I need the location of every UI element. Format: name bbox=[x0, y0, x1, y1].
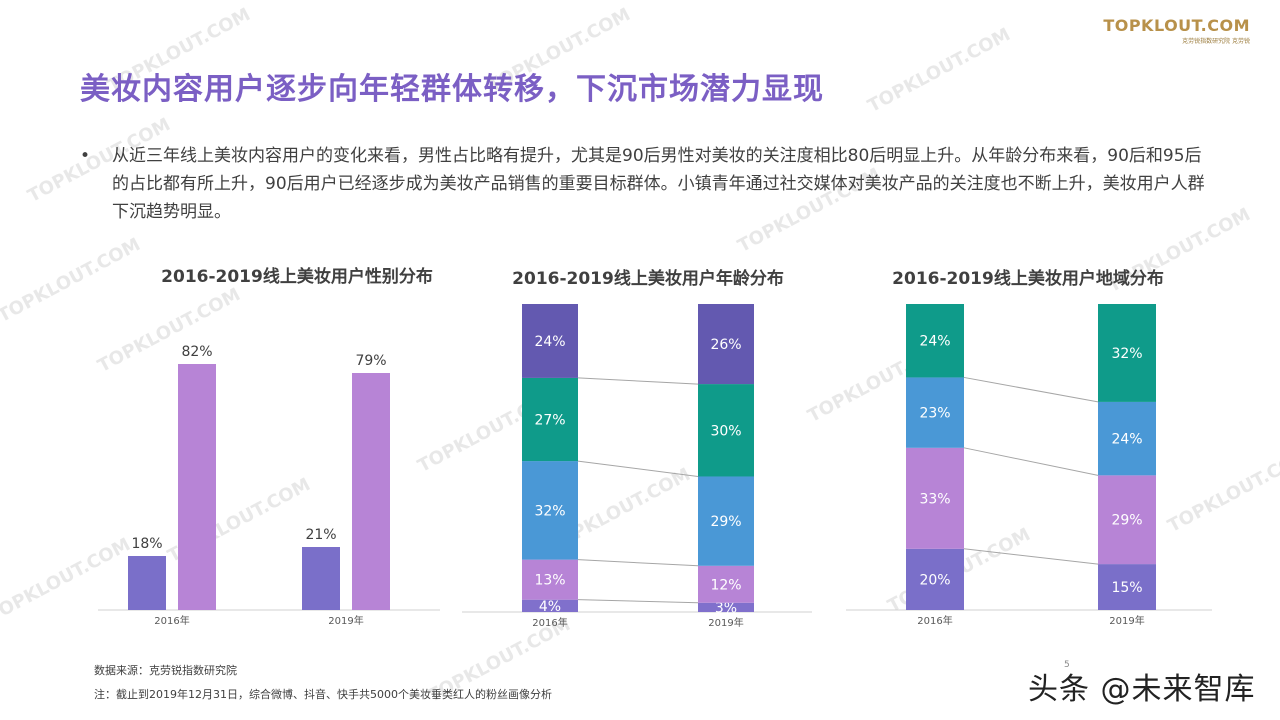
age-segment bbox=[698, 565, 754, 603]
age-connector-line bbox=[577, 460, 699, 477]
age-data-label: 26% bbox=[710, 337, 741, 353]
region-segment bbox=[906, 304, 964, 378]
footnote: 注：截止到2019年12月31日，综合微博、抖音、快手共5000个美妆垂类红人的… bbox=[94, 688, 552, 701]
page-title: 美妆内容用户逐步向年轻群体转移，下沉市场潜力显现 bbox=[80, 72, 824, 107]
age-data-label: 29% bbox=[710, 514, 741, 530]
summary-bullet: • 从近三年线上美妆内容用户的变化来看，男性占比略有提升，尤其是90后男性对美妆… bbox=[80, 142, 1210, 226]
gender-data-label: 82% bbox=[181, 344, 212, 360]
gender-data-label: 79% bbox=[355, 353, 386, 369]
age-data-label: 30% bbox=[710, 423, 741, 439]
age-data-label: 3% bbox=[715, 600, 737, 616]
region-connector-line bbox=[963, 548, 1099, 565]
age-data-label: 32% bbox=[534, 503, 565, 519]
region-data-label: 24% bbox=[919, 334, 950, 350]
bullet-dot: • bbox=[80, 146, 91, 166]
gender-data-label: 18% bbox=[131, 536, 162, 552]
chart-title-age: 2016-2019线上美妆用户年龄分布 bbox=[512, 269, 784, 289]
chart-title-gender: 2016-2019线上美妆用户性别分布 bbox=[161, 267, 433, 287]
age-segment bbox=[698, 476, 754, 566]
age-segment bbox=[522, 461, 578, 560]
gender-bar bbox=[128, 556, 166, 610]
age-connector-line bbox=[577, 377, 699, 385]
age-segment bbox=[698, 602, 754, 612]
region-data-label: 24% bbox=[1111, 432, 1142, 448]
age-connector-line bbox=[577, 599, 699, 604]
summary-text: 从近三年线上美妆内容用户的变化来看，男性占比略有提升，尤其是90后男性对美妆的关… bbox=[112, 146, 1205, 222]
logo-subtext: 克劳锐指数研究院 克劳锐 bbox=[1182, 38, 1250, 45]
gender-x-tick-label: 2019年 bbox=[328, 614, 363, 627]
region-connector-line bbox=[963, 447, 1099, 476]
region-x-tick-label: 2016年 bbox=[917, 614, 952, 627]
region-segment bbox=[906, 447, 964, 549]
gender-bar bbox=[178, 364, 216, 610]
age-data-label: 13% bbox=[534, 573, 565, 589]
gender-bar bbox=[302, 547, 340, 610]
age-x-tick-label: 2019年 bbox=[708, 616, 743, 629]
age-segment bbox=[698, 384, 754, 477]
region-data-label: 32% bbox=[1111, 346, 1142, 362]
gender-x-tick-label: 2016年 bbox=[154, 614, 189, 627]
age-connector-line bbox=[577, 559, 699, 567]
gender-data-label: 21% bbox=[305, 527, 336, 543]
region-x-tick-label: 2019年 bbox=[1109, 614, 1144, 627]
region-data-label: 29% bbox=[1111, 513, 1142, 529]
region-connector-line bbox=[963, 376, 1099, 403]
gender-bar bbox=[352, 373, 390, 610]
age-data-label: 4% bbox=[539, 599, 561, 615]
region-data-label: 15% bbox=[1111, 580, 1142, 596]
region-segment bbox=[906, 548, 964, 610]
age-data-label: 24% bbox=[534, 334, 565, 350]
age-segment bbox=[522, 559, 578, 600]
region-data-label: 23% bbox=[919, 406, 950, 422]
age-segment bbox=[522, 304, 578, 378]
brand-watermark: 头条 @未来智库 bbox=[1028, 672, 1256, 707]
region-data-label: 20% bbox=[919, 572, 950, 588]
region-segment bbox=[906, 377, 964, 448]
logo-text: TOPKLOUT.COM bbox=[1103, 16, 1250, 35]
region-segment bbox=[1098, 564, 1156, 610]
age-segment bbox=[522, 377, 578, 462]
data-source: 数据来源：克劳锐指数研究院 bbox=[94, 664, 237, 677]
region-data-label: 33% bbox=[919, 491, 950, 507]
region-segment bbox=[1098, 475, 1156, 565]
region-segment bbox=[1098, 401, 1156, 476]
page-number: 5 bbox=[1064, 660, 1070, 670]
age-segment bbox=[522, 599, 578, 612]
age-segment bbox=[698, 304, 754, 385]
chart-title-region: 2016-2019线上美妆用户地域分布 bbox=[892, 269, 1164, 289]
age-data-label: 12% bbox=[710, 577, 741, 593]
company-logo: TOPKLOUT.COM 克劳锐指数研究院 克劳锐 bbox=[1103, 16, 1250, 45]
age-data-label: 27% bbox=[534, 413, 565, 429]
region-segment bbox=[1098, 304, 1156, 402]
age-x-tick-label: 2016年 bbox=[532, 616, 567, 629]
